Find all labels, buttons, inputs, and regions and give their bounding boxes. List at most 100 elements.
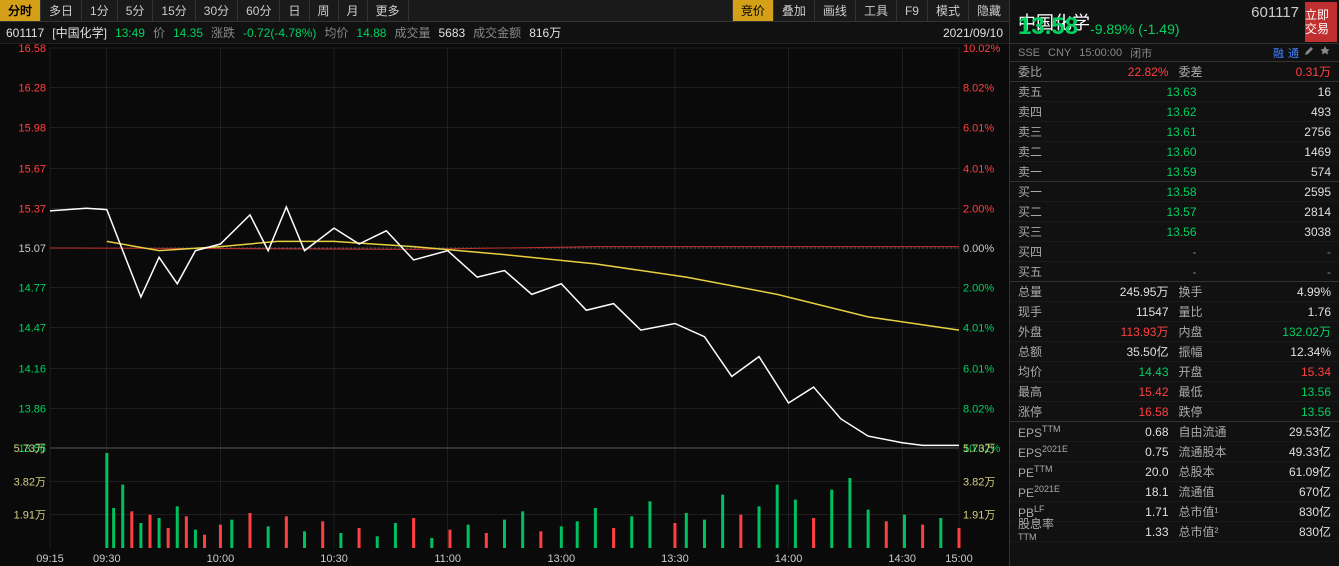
svg-text:14:00: 14:00 — [775, 553, 803, 565]
svg-text:15.98: 15.98 — [18, 122, 46, 134]
quote-row: 买二13.572814 — [1010, 202, 1339, 222]
quote-stock-code: 601117 — [1251, 4, 1299, 21]
cell: 总市值¹ — [1173, 503, 1229, 520]
cell: 量比 — [1173, 303, 1229, 320]
vol-label: 成交量 — [394, 24, 430, 41]
svg-text:8.02%: 8.02% — [963, 83, 994, 95]
tab-60分[interactable]: 60分 — [238, 0, 280, 21]
avg-label: 均价 — [324, 24, 348, 41]
svg-text:5.73万: 5.73万 — [963, 443, 995, 455]
price-label: 价 — [153, 24, 165, 41]
tab-周[interactable]: 周 — [310, 0, 339, 21]
cell: 13.56 — [1229, 385, 1332, 399]
cell: 委比 — [1018, 63, 1066, 80]
cell: 内盘 — [1173, 323, 1229, 340]
rtab-模式[interactable]: 模式 — [927, 0, 968, 21]
tab-15分[interactable]: 15分 — [153, 0, 195, 21]
info-avg: 14.88 — [356, 26, 386, 40]
rtab-工具[interactable]: 工具 — [855, 0, 896, 21]
tab-5分[interactable]: 5分 — [118, 0, 154, 21]
cell: 830亿 — [1229, 503, 1332, 520]
svg-text:8.02%: 8.02% — [963, 403, 994, 415]
tab-多日[interactable]: 多日 — [41, 0, 82, 21]
trade-button[interactable]: 立即交易 — [1305, 2, 1337, 42]
cell: 16.58 — [1066, 405, 1173, 419]
svg-text:14.47: 14.47 — [18, 322, 46, 334]
cell: PE2021E — [1018, 484, 1066, 500]
svg-text:2.00%: 2.00% — [963, 283, 994, 295]
svg-text:3.82万: 3.82万 — [14, 476, 46, 488]
cell: 换手 — [1173, 283, 1229, 300]
cell: 113.93万 — [1066, 323, 1173, 340]
tab-1分[interactable]: 1分 — [82, 0, 118, 21]
cell: 4.99% — [1229, 285, 1332, 299]
cell: 13.63 — [1066, 85, 1201, 99]
tab-月[interactable]: 月 — [339, 0, 368, 21]
quote-row: 卖一13.59574 — [1010, 162, 1339, 182]
info-date: 2021/09/10 — [943, 26, 1003, 40]
cell: 总股本 — [1173, 463, 1229, 480]
tab-分时[interactable]: 分时 — [0, 0, 41, 21]
cell: 买五 — [1018, 263, 1066, 280]
quote-row: 涨停16.58跌停13.56 — [1010, 402, 1339, 422]
tab-更多[interactable]: 更多 — [368, 0, 409, 21]
cell: 13.57 — [1066, 205, 1201, 219]
cell: 493 — [1201, 105, 1332, 119]
svg-text:15.67: 15.67 — [18, 164, 46, 176]
svg-text:3.82万: 3.82万 — [963, 476, 995, 488]
cell: PETTM — [1018, 464, 1066, 480]
rtab-隐藏[interactable]: 隐藏 — [968, 0, 1009, 21]
cell: 买三 — [1018, 223, 1066, 240]
quote-row: 股息率TTM1.33总市值²830亿 — [1010, 522, 1339, 542]
tab-日[interactable]: 日 — [280, 0, 309, 21]
info-bar: 601117 [中国化学] 13:49 价 14.35 涨跌 -0.72(-4.… — [0, 22, 1009, 44]
rtab-叠加[interactable]: 叠加 — [773, 0, 814, 21]
svg-text:1.91万: 1.91万 — [14, 510, 46, 522]
star-icon[interactable] — [1319, 45, 1331, 57]
cell: - — [1066, 265, 1201, 279]
cell: 委差 — [1173, 63, 1229, 80]
quote-header: 中国化学 601117 立即交易 13.58 -9.89% (-1.49) — [1010, 0, 1339, 44]
cell: 总量 — [1018, 283, 1066, 300]
pencil-icon[interactable] — [1303, 45, 1315, 57]
cell: 22.82% — [1066, 65, 1173, 79]
cell: 涨停 — [1018, 403, 1066, 420]
quote-row: 买五-- — [1010, 262, 1339, 282]
cell: 买二 — [1018, 203, 1066, 220]
info-amount: 816万 — [529, 24, 561, 41]
svg-text:14.16: 14.16 — [18, 364, 46, 376]
stock-code: 601117 — [6, 26, 44, 40]
cell: 13.60 — [1066, 145, 1201, 159]
svg-text:09:15: 09:15 — [36, 553, 64, 565]
svg-text:16.58: 16.58 — [18, 44, 46, 55]
quote-row: 总额35.50亿振幅12.34% — [1010, 342, 1339, 362]
rtab-竞价[interactable]: 竞价 — [732, 0, 773, 21]
quote-row: 委比22.82%委差0.31万 — [1010, 62, 1339, 82]
quote-row: 买四-- — [1010, 242, 1339, 262]
svg-text:5.73万: 5.73万 — [14, 443, 46, 455]
rtab-F9[interactable]: F9 — [896, 0, 927, 21]
svg-text:0.00%: 0.00% — [963, 243, 994, 255]
svg-text:6.01%: 6.01% — [963, 364, 994, 376]
cell: 574 — [1201, 165, 1332, 179]
rtab-画线[interactable]: 画线 — [814, 0, 855, 21]
cell: 最低 — [1173, 383, 1229, 400]
connect-icon: 通 — [1288, 45, 1299, 61]
cell: 15.42 — [1066, 385, 1173, 399]
quote-row: 卖三13.612756 — [1010, 122, 1339, 142]
cell: 132.02万 — [1229, 323, 1332, 340]
exchange-label: SSE — [1018, 47, 1040, 59]
svg-text:10:30: 10:30 — [320, 553, 348, 565]
tab-30分[interactable]: 30分 — [196, 0, 238, 21]
chart-area[interactable]: 16.5810.02%16.288.02%15.986.01%15.674.01… — [0, 44, 1009, 566]
svg-text:15.37: 15.37 — [18, 203, 46, 215]
cell: 13.56 — [1066, 225, 1201, 239]
cell: 0.31万 — [1229, 63, 1332, 80]
cell: - — [1201, 265, 1332, 279]
cell: 1469 — [1201, 145, 1332, 159]
cell: 均价 — [1018, 363, 1066, 380]
cell: 13.58 — [1066, 185, 1201, 199]
quote-row: 总量245.95万换手4.99% — [1010, 282, 1339, 302]
cell: 16 — [1201, 85, 1332, 99]
cell: 自由流通 — [1173, 423, 1229, 440]
